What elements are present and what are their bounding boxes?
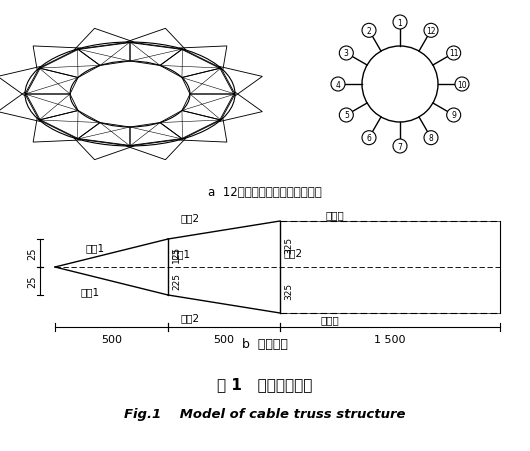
Text: 1: 1 (398, 18, 402, 28)
Text: 4: 4 (335, 80, 340, 89)
Text: 3: 3 (344, 50, 349, 58)
Text: 500: 500 (101, 334, 122, 344)
Text: 桡枆1: 桡枆1 (171, 249, 190, 258)
Text: a  12槁索桁单元布置及杆件编号: a 12槁索桁单元布置及杆件编号 (208, 186, 322, 199)
Circle shape (393, 16, 407, 30)
Circle shape (424, 24, 438, 38)
Text: Fig.1    Model of cable truss structure: Fig.1 Model of cable truss structure (124, 408, 406, 421)
Text: 下环索: 下环索 (321, 314, 339, 324)
Text: 2: 2 (367, 27, 372, 36)
Text: 9: 9 (451, 111, 456, 120)
Text: 125: 125 (172, 245, 181, 262)
Text: 斜終1: 斜終1 (81, 286, 100, 296)
Text: 上环索: 上环索 (325, 210, 345, 220)
Text: 5: 5 (344, 111, 349, 120)
Text: 11: 11 (449, 50, 458, 58)
Circle shape (362, 131, 376, 145)
Circle shape (331, 78, 345, 92)
Text: 25: 25 (27, 247, 37, 260)
Text: 325: 325 (284, 236, 293, 253)
Text: 斜終2: 斜終2 (180, 312, 200, 322)
Text: 1 500: 1 500 (374, 334, 406, 344)
Text: 7: 7 (398, 142, 402, 151)
Text: 325: 325 (284, 282, 293, 299)
Circle shape (362, 24, 376, 38)
Circle shape (455, 78, 469, 92)
Circle shape (339, 47, 354, 61)
Text: 6: 6 (367, 134, 372, 143)
Text: 500: 500 (214, 334, 234, 344)
Text: 图 1   索桁结构模型: 图 1 索桁结构模型 (217, 377, 313, 391)
Text: 12: 12 (426, 27, 436, 36)
Circle shape (447, 109, 461, 123)
Text: 脊終2: 脊終2 (180, 212, 200, 222)
Text: 脊終1: 脊終1 (85, 243, 104, 253)
Circle shape (339, 109, 354, 123)
Text: 8: 8 (429, 134, 434, 143)
Text: 10: 10 (457, 80, 467, 89)
Text: b  模型尺寸: b 模型尺寸 (242, 338, 288, 351)
Circle shape (447, 47, 461, 61)
Text: 25: 25 (27, 275, 37, 288)
Text: 225: 225 (172, 273, 181, 290)
Text: 桡枆2: 桡枆2 (283, 248, 302, 258)
Circle shape (393, 140, 407, 154)
Circle shape (424, 131, 438, 145)
